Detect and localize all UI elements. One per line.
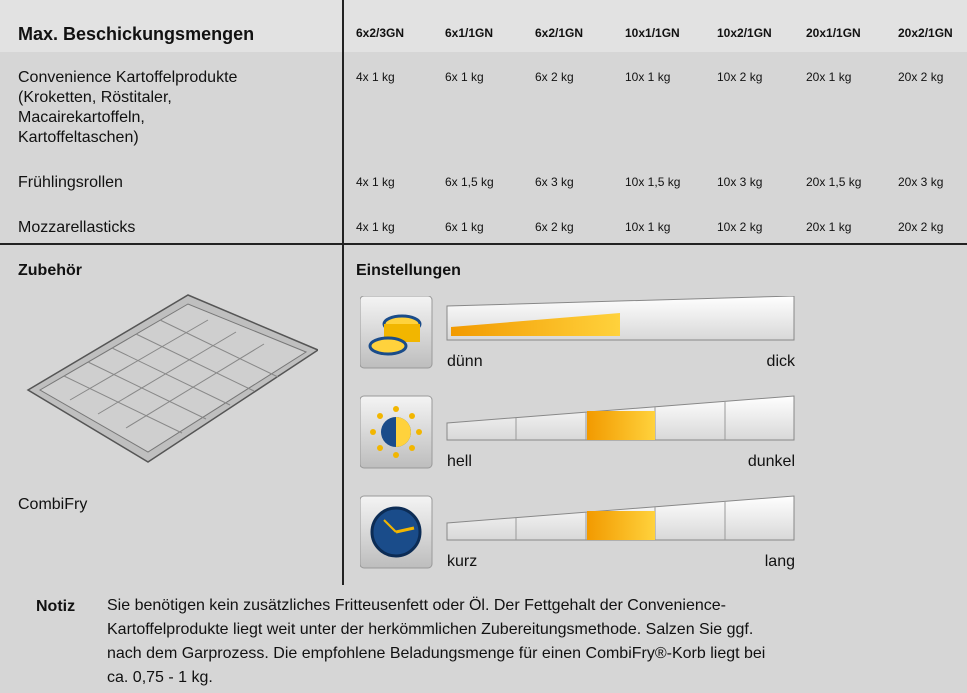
settings-graphics (360, 296, 795, 569)
cell: 4x 1 kg (356, 70, 395, 84)
settings-title: Einstellungen (356, 262, 461, 279)
row-label: Convenience Kartoffelprodukte (Kroketten… (18, 69, 238, 146)
column-header: 20x2/1GN (898, 26, 953, 40)
cell: 6x 1,5 kg (445, 175, 494, 189)
cell: 6x 1 kg (445, 70, 484, 84)
cell: 20x 2 kg (898, 70, 944, 84)
scale-min: kurz (447, 553, 478, 570)
accessories-title: Zubehör (18, 262, 82, 279)
scale-max: dick (766, 353, 795, 370)
note-label: Notiz (36, 598, 76, 615)
scale-min: dünn (447, 353, 483, 370)
cell: 10x 2 kg (717, 220, 763, 234)
column-header: 20x1/1GN (806, 26, 861, 40)
cell: 6x 1 kg (445, 220, 484, 234)
column-header: 6x2/3GN (356, 26, 405, 40)
note-text: Sie benötigen kein zusätzliches Fritteus… (107, 597, 766, 686)
cell: 4x 1 kg (356, 175, 395, 189)
cell: 20x 3 kg (898, 175, 944, 189)
scale-max: dunkel (747, 453, 795, 470)
divider-v (342, 0, 344, 585)
cell: 10x 3 kg (717, 175, 763, 189)
column-header: 10x2/1GN (717, 26, 772, 40)
cell: 10x 1 kg (625, 70, 671, 84)
scale-max: lang (764, 553, 795, 570)
row-label: Frühlingsrollen (18, 174, 123, 191)
cell: 6x 3 kg (535, 175, 574, 189)
cell: 20x 1 kg (806, 70, 852, 84)
cell: 10x 1 kg (625, 220, 671, 234)
column-header: 10x1/1GN (625, 26, 680, 40)
cell: 10x 2 kg (717, 70, 763, 84)
cell: 6x 2 kg (535, 70, 574, 84)
cell: 20x 1,5 kg (806, 175, 862, 189)
cell: 10x 1,5 kg (625, 175, 681, 189)
scale-min: hell (447, 453, 472, 470)
cell: 4x 1 kg (356, 220, 395, 234)
divider-h (0, 243, 967, 245)
accessory-name: CombiFry (18, 496, 88, 513)
cell: 20x 2 kg (898, 220, 944, 234)
cell: 20x 1 kg (806, 220, 852, 234)
column-header: 6x2/1GN (535, 26, 584, 40)
column-header: 6x1/1GN (445, 26, 494, 40)
cell: 6x 2 kg (535, 220, 574, 234)
table-title: Max. Beschickungsmengen (18, 24, 255, 44)
header-band (0, 0, 967, 52)
tray-image (26, 294, 318, 463)
row-label: Mozzarellasticks (18, 219, 136, 236)
